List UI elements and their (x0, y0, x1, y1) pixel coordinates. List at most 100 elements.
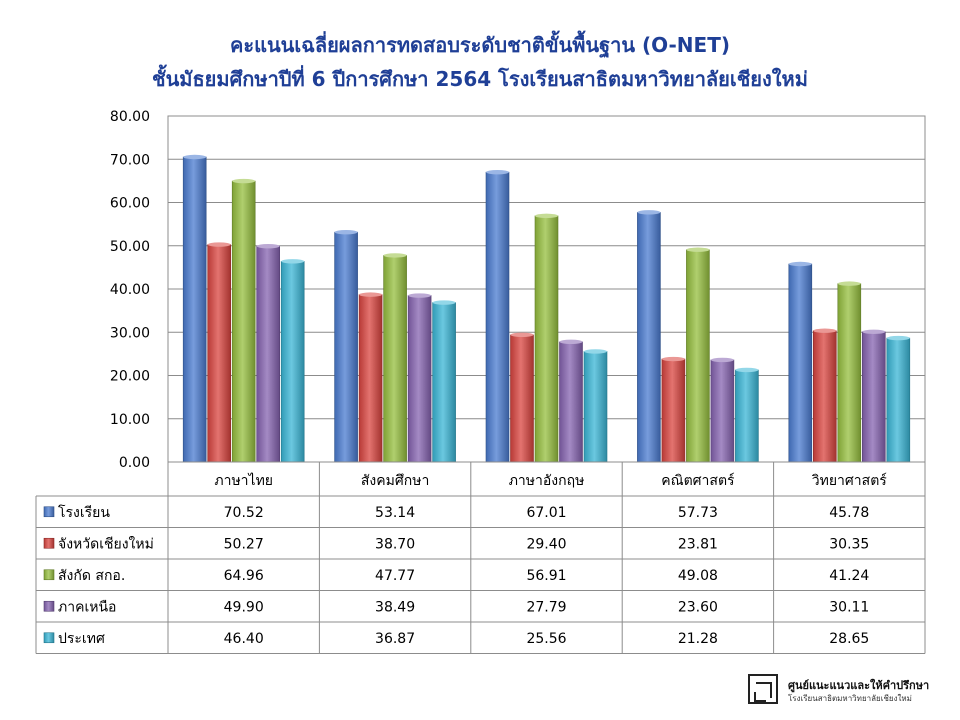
data-label: 41.24 (829, 568, 869, 584)
data-label: 70.52 (224, 505, 264, 521)
data-label: 28.65 (829, 631, 869, 647)
bar-cap (837, 281, 861, 286)
data-label: 36.87 (375, 631, 415, 647)
legend-entry: จังหวัดเชียงใหม่ (58, 535, 154, 552)
data-label: 29.40 (526, 536, 566, 552)
legend-entry: ภาคเหนือ (58, 599, 116, 615)
bar-4-0 (788, 263, 813, 463)
legend-entry: ประเทศ (58, 631, 105, 647)
bar-4-2 (837, 283, 862, 463)
bar-1-0 (334, 231, 358, 463)
bar-4-3 (861, 331, 886, 463)
bar-cap (207, 242, 231, 247)
bar-cap (735, 367, 759, 373)
bar-0-0 (182, 156, 207, 463)
chart-title: คะแนนเฉลี่ยผลการทดสอบระดับชาติขั้นพื้นฐา… (230, 33, 730, 57)
logo-mark-icon (748, 674, 778, 704)
data-label: 49.08 (678, 568, 718, 584)
data-label: 47.77 (375, 568, 415, 584)
legend-entry: โรงเรียน (58, 504, 110, 521)
data-label: 25.56 (526, 631, 566, 647)
data-label: 57.73 (678, 505, 718, 521)
bar-2-4 (583, 351, 608, 463)
logo-text-line1: ศูนย์แนะแนวและให้คำปรึกษา (788, 679, 930, 692)
bar-3-4 (735, 369, 759, 463)
data-label: 23.81 (678, 536, 718, 552)
data-label: 67.01 (526, 505, 566, 521)
data-label: 38.70 (375, 536, 415, 552)
data-label: 30.35 (829, 536, 869, 552)
bar-0-1 (207, 244, 231, 463)
bar-cap (256, 243, 280, 249)
bar-cap (661, 356, 685, 362)
category-label: ภาษาไทย (214, 472, 273, 489)
bar-0-3 (256, 245, 281, 463)
bar-cap (281, 259, 305, 264)
bar-3-1 (661, 358, 686, 463)
y-tick-label: 0.00 (119, 455, 150, 471)
bar-1-4 (432, 302, 456, 463)
legend-swatch (43, 537, 55, 549)
data-label: 64.96 (224, 568, 264, 584)
data-label: 38.49 (375, 599, 415, 615)
category-label: สังคมศึกษา (361, 473, 429, 489)
bar-cap (334, 229, 358, 235)
bar-cap (788, 261, 812, 267)
legend-swatch (43, 506, 55, 518)
bar-cap (383, 253, 407, 258)
bar-cap (886, 335, 910, 341)
data-label: 50.27 (224, 536, 264, 552)
y-tick-label: 80.00 (110, 109, 150, 125)
bar-3-3 (710, 359, 735, 463)
data-label: 30.11 (829, 599, 869, 615)
bar-cap (686, 247, 710, 252)
y-tick-label: 10.00 (110, 412, 150, 428)
bar-cap (637, 210, 661, 215)
data-label: 56.91 (526, 568, 566, 584)
bar-cap (359, 292, 383, 297)
y-tick-label: 40.00 (110, 282, 150, 298)
data-label: 49.90 (224, 599, 264, 615)
bar-2-2 (534, 215, 559, 463)
bar-cap (432, 300, 456, 305)
data-label: 23.60 (678, 599, 718, 615)
bar-1-2 (383, 255, 407, 463)
bar-4-1 (812, 330, 837, 463)
legend-swatch (43, 600, 55, 612)
bar-0-2 (231, 180, 256, 463)
category-label: คณิตศาสตร์ (661, 472, 735, 489)
legend-swatch (43, 569, 55, 581)
bar-0-4 (280, 261, 305, 463)
bar-2-1 (510, 334, 534, 463)
bar-cap (813, 328, 837, 333)
legend-entry: สังกัด สกอ. (58, 568, 125, 584)
y-tick-label: 20.00 (110, 369, 150, 385)
bar-4-4 (886, 337, 911, 463)
bar-cap (510, 332, 534, 338)
bar-cap (408, 293, 432, 298)
y-tick-label: 60.00 (110, 196, 150, 212)
bar-2-3 (559, 341, 583, 463)
y-tick-label: 50.00 (110, 239, 150, 255)
data-label: 21.28 (678, 631, 718, 647)
category-label: ภาษาอังกฤษ (509, 473, 585, 489)
bar-3-2 (686, 249, 710, 463)
bar-cap (559, 339, 583, 345)
bar-cap (862, 329, 886, 334)
bar-1-1 (358, 294, 383, 463)
bar-cap (486, 169, 509, 175)
bar-2-0 (485, 171, 510, 463)
data-label: 45.78 (829, 505, 869, 521)
chart-subtitle: ชั้นมัธยมศึกษาปีที่ 6 ปีการศึกษา 2564 โร… (152, 67, 808, 91)
organization-logo: ศูนย์แนะแนวและให้คำปรึกษา โรงเรียนสาธิตม… (748, 668, 938, 708)
bar-3-0 (637, 212, 661, 463)
bar-cap (232, 178, 256, 184)
data-label: 53.14 (375, 505, 415, 521)
bar-cap (710, 357, 734, 363)
logo-text-line2: โรงเรียนสาธิตมหาวิทยาลัยเชียงใหม่ (788, 694, 912, 703)
legend-swatch (43, 632, 55, 644)
category-label: วิทยาศาสตร์ (812, 472, 888, 489)
bar-1-3 (407, 295, 432, 463)
y-tick-label: 30.00 (110, 325, 150, 341)
